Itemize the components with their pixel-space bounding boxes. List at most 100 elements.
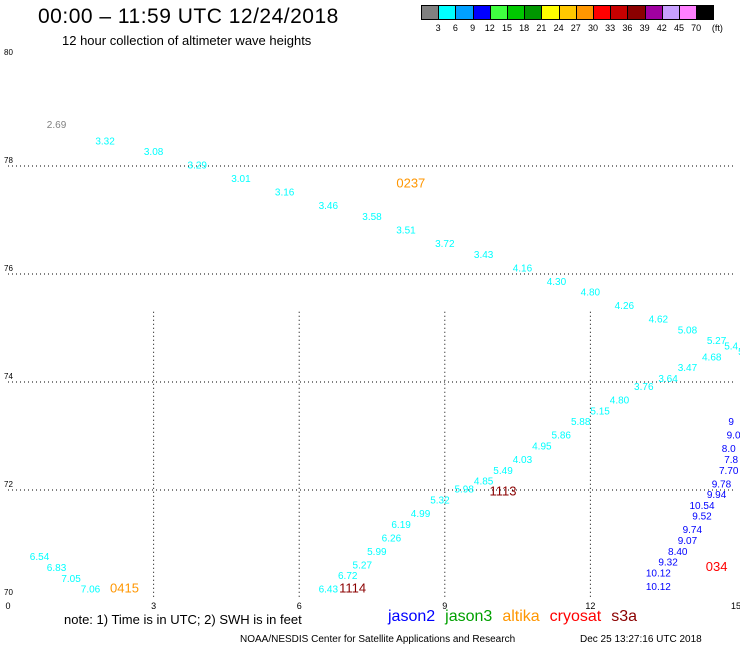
x-tick-label: 3 — [151, 601, 156, 611]
legend-label: 33 — [605, 23, 616, 33]
pass-time-label: 1114 — [339, 581, 366, 596]
wave-height-value: 4.16 — [513, 263, 533, 274]
satellite-name: cryosat — [549, 608, 602, 625]
wave-height-value: 5.86 — [552, 431, 572, 442]
wave-height-value: 4.80 — [610, 396, 630, 407]
wave-height-value: 10.12 — [646, 582, 671, 593]
wave-height-value: 3.01 — [231, 174, 251, 185]
wave-height-value: 9.94 — [707, 490, 727, 501]
legend-label: 18 — [519, 23, 530, 33]
pass-time-label: 0237 — [396, 176, 425, 191]
wave-height-value: 5.49 — [493, 466, 513, 477]
wave-height-value: 6.43 — [319, 585, 339, 596]
chart-subtitle: 12 hour collection of altimeter wave hei… — [62, 33, 312, 48]
wave-height-value: 5.08 — [678, 325, 698, 336]
wave-height-value: 9.32 — [658, 558, 678, 569]
satellite-name: jason3 — [445, 608, 493, 625]
satellite-name: jason2 — [388, 608, 436, 625]
wave-height-value: 6.72 — [338, 571, 358, 582]
legend-label: 9 — [470, 23, 476, 33]
legend-label: 21 — [536, 23, 547, 33]
x-tick-label: 0 — [5, 601, 10, 611]
footer-note: note: 1) Time is in UTC; 2) SWH is in fe… — [64, 612, 302, 627]
wave-height-value: 4.85 — [474, 477, 494, 488]
legend-label: 39 — [639, 23, 650, 33]
wave-height-value: 9.52 — [692, 512, 712, 523]
wave-height-value: 3.46 — [319, 201, 339, 212]
y-tick-label: 76 — [4, 264, 13, 273]
wave-height-value: 8.40 — [668, 547, 688, 558]
wave-height-value: 9.78 — [712, 479, 732, 490]
wave-height-value: 4.26 — [615, 301, 635, 312]
wave-height-value: 4.99 — [411, 509, 431, 520]
wave-height-value: 4.80 — [581, 288, 601, 299]
wave-height-value: 6.26 — [382, 533, 402, 544]
legend-label: 6 — [452, 23, 458, 33]
wave-height-value: 9.74 — [683, 525, 703, 536]
legend-label: 36 — [622, 23, 633, 33]
wave-height-value: 5 — [738, 347, 740, 358]
pass-time-label: 1113 — [490, 483, 517, 498]
wave-height-value: 6.54 — [30, 552, 50, 563]
wave-height-value: 7.8 — [724, 455, 738, 466]
x-tick-label: 15 — [731, 601, 740, 611]
satellite-name: altika — [502, 608, 540, 625]
legend-label: 15 — [501, 23, 513, 33]
wave-height-value: 3.47 — [678, 363, 698, 374]
y-tick-label: 70 — [4, 588, 13, 597]
wave-height-value: 5.27 — [353, 560, 373, 571]
wave-height-value: 4.30 — [547, 277, 567, 288]
color-legend: 3 6 9 12 15 18 21 24 27 30 33 36 39 42 45 70 (ft) — [421, 5, 733, 39]
y-tick-label: 80 — [4, 48, 13, 57]
y-tick-label: 72 — [4, 480, 13, 489]
wave-height-value: 5.15 — [590, 406, 610, 417]
wave-height-value: 4.68 — [702, 352, 722, 363]
wave-height-value: 3.32 — [95, 136, 115, 147]
wave-height-value: 7.05 — [61, 574, 81, 585]
pass-time-label: 034 — [706, 559, 728, 574]
wave-height-value: 5.27 — [707, 336, 727, 347]
x-tick-label: 12 — [585, 601, 595, 611]
wave-height-value: 5.98 — [454, 485, 474, 496]
wave-height-value: 10.54 — [690, 501, 715, 512]
wave-height-value: 3.08 — [144, 147, 164, 158]
wave-height-value: 3.29 — [188, 161, 208, 172]
wave-height-value: 4.03 — [513, 455, 533, 466]
x-tick-label: 9 — [442, 601, 447, 611]
legend-label: 45 — [673, 23, 685, 33]
x-tick-label: 6 — [297, 601, 302, 611]
wave-height-value: 4.62 — [649, 315, 669, 326]
legend-label: 12 — [484, 23, 495, 33]
chart-title: 00:00 – 11:59 UTC 12/24/2018 — [38, 5, 339, 28]
legend-label: 30 — [587, 23, 599, 33]
legend-label: 27 — [570, 23, 581, 33]
wave-height-value: 3.16 — [275, 188, 295, 199]
wave-height-value: 5.4 — [724, 342, 738, 353]
wave-height-value: 5.88 — [571, 417, 591, 428]
wave-height-value: 9.07 — [678, 536, 698, 547]
satellite-legend: jason2 jason3 altika cryosat s3a — [388, 608, 647, 626]
wave-height-value: 5.32 — [430, 496, 450, 507]
wave-height-value: 6.83 — [47, 563, 67, 574]
legend-label: 70 — [691, 23, 702, 33]
wave-height-value: 2.69 — [47, 120, 67, 131]
wave-height-value: 10.12 — [646, 568, 671, 579]
wave-height-value: 3.76 — [634, 382, 654, 393]
wave-height-value: 9.0 — [727, 431, 740, 442]
wave-height-value: 8.0 — [722, 444, 736, 455]
y-tick-label: 78 — [4, 156, 13, 165]
legend-unit: (ft) — [711, 23, 723, 33]
wave-height-value: 3.58 — [362, 212, 382, 223]
wave-height-value: 9 — [728, 417, 734, 428]
legend-label: 24 — [553, 23, 564, 33]
wave-height-value: 3.72 — [435, 239, 455, 250]
wave-height-value: 6.19 — [391, 520, 411, 531]
legend-swatch — [696, 5, 715, 20]
credit-text: NOAA/NESDIS Center for Satellite Applica… — [240, 634, 516, 645]
pass-time-label: 0415 — [110, 581, 139, 596]
wave-height-value: 4.95 — [532, 442, 552, 453]
y-tick-label: 74 — [4, 372, 13, 381]
wave-height-value: 3.43 — [474, 250, 494, 261]
legend-label: 42 — [656, 23, 667, 33]
satellite-name: s3a — [611, 608, 638, 625]
